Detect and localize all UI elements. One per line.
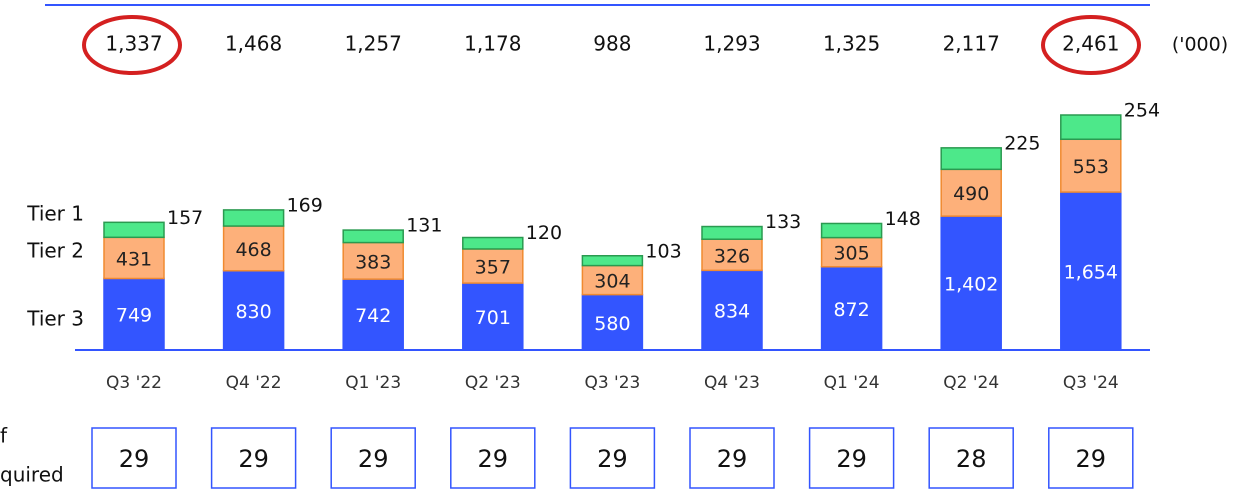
data-label: 254 (1124, 100, 1160, 122)
total-label: 988 (593, 32, 631, 56)
x-tick-label: Q2 '24 (943, 373, 999, 393)
bar-segment (462, 282, 524, 351)
bar-segment (222, 269, 285, 351)
box-value: 29 (836, 445, 867, 473)
bar-segment (342, 278, 404, 351)
data-label: 749 (116, 305, 152, 327)
box (210, 427, 297, 489)
bar-segment (940, 215, 1002, 351)
x-tick-label: Q4 '22 (226, 373, 282, 393)
bar-segment (462, 236, 524, 250)
bar-segment (103, 277, 165, 351)
bar-segment (820, 265, 883, 351)
box-value: 29 (238, 445, 269, 473)
total-label: 1,468 (225, 32, 282, 56)
data-label: 701 (475, 307, 511, 329)
data-label: 304 (594, 271, 630, 293)
box (928, 427, 1014, 489)
total-label: 1,293 (703, 32, 760, 56)
data-label: 431 (116, 248, 152, 270)
data-label: 490 (953, 183, 989, 205)
box-value: 29 (119, 445, 150, 473)
bar-segment (1060, 138, 1122, 193)
bar-segment (701, 238, 763, 272)
data-label: 872 (833, 299, 869, 321)
bar-segment (342, 241, 404, 280)
box-value: 29 (358, 445, 389, 473)
bar-segment (581, 255, 644, 267)
data-label: 742 (355, 305, 391, 327)
bar-segment (103, 221, 165, 239)
legend-label: Tier 3 (26, 307, 84, 331)
box-value: 29 (478, 445, 509, 473)
data-label: 305 (833, 243, 869, 265)
x-tick-label: Q3 '23 (584, 373, 640, 393)
bar-segment (222, 209, 285, 227)
data-label: 103 (645, 240, 681, 262)
x-tick-label: Q3 '24 (1063, 373, 1119, 393)
data-label: 169 (287, 194, 323, 216)
data-label: 133 (765, 211, 801, 233)
bar-segment (581, 293, 644, 351)
total-label: 1,337 (105, 32, 162, 56)
box (91, 427, 177, 489)
bar-segment (820, 236, 883, 268)
bar-segment (342, 229, 404, 244)
legend-label: Tier 2 (26, 239, 84, 263)
data-label: 326 (714, 245, 750, 267)
bar-segment (1060, 191, 1122, 351)
total-label: 2,461 (1062, 32, 1119, 56)
data-label: 834 (714, 301, 750, 323)
box-value: 28 (956, 445, 987, 473)
data-label: 1,654 (1064, 262, 1118, 284)
highlight-circle (82, 15, 182, 75)
bar-segment (940, 168, 1002, 217)
total-label: 1,257 (345, 32, 402, 56)
row-label: quired (0, 463, 64, 487)
row-label: f (0, 424, 8, 448)
box-value: 29 (1076, 445, 1107, 473)
bar-segment (820, 222, 883, 239)
box (569, 427, 656, 489)
data-label: 148 (885, 208, 921, 230)
bar-segment (462, 248, 524, 284)
data-label: 830 (235, 301, 271, 323)
x-tick-label: Q4 '23 (704, 373, 760, 393)
box (1048, 427, 1134, 489)
bar-segment (581, 264, 644, 296)
total-label: 2,117 (943, 32, 1000, 56)
x-tick-label: Q3 '22 (106, 373, 162, 393)
x-tick-label: Q1 '24 (824, 373, 880, 393)
box-value: 29 (717, 445, 748, 473)
bar-segment (701, 225, 763, 240)
bar-segment (1060, 114, 1122, 141)
box (450, 427, 536, 489)
x-tick-label: Q1 '23 (345, 373, 401, 393)
data-label: 357 (475, 257, 511, 279)
data-label: 580 (594, 313, 630, 335)
x-tick-label: Q2 '23 (465, 373, 521, 393)
data-label: 468 (235, 239, 271, 261)
total-label: 1,178 (464, 32, 521, 56)
bar-segment (701, 269, 763, 351)
unit-note: ('000) (1172, 34, 1228, 56)
box (689, 427, 775, 489)
data-label: 1,402 (944, 274, 998, 296)
data-label: 383 (355, 251, 391, 273)
data-label: 131 (406, 215, 442, 237)
box (808, 427, 895, 489)
data-label: 120 (526, 222, 562, 244)
legend-label: Tier 1 (26, 202, 84, 226)
box (330, 427, 416, 489)
box-value: 29 (597, 445, 628, 473)
data-label: 553 (1073, 156, 1109, 178)
data-label: 225 (1004, 132, 1040, 154)
data-label: 157 (167, 207, 203, 229)
highlight-circle (1041, 15, 1141, 75)
total-label: 1,325 (823, 32, 880, 56)
bar-segment (940, 147, 1002, 171)
